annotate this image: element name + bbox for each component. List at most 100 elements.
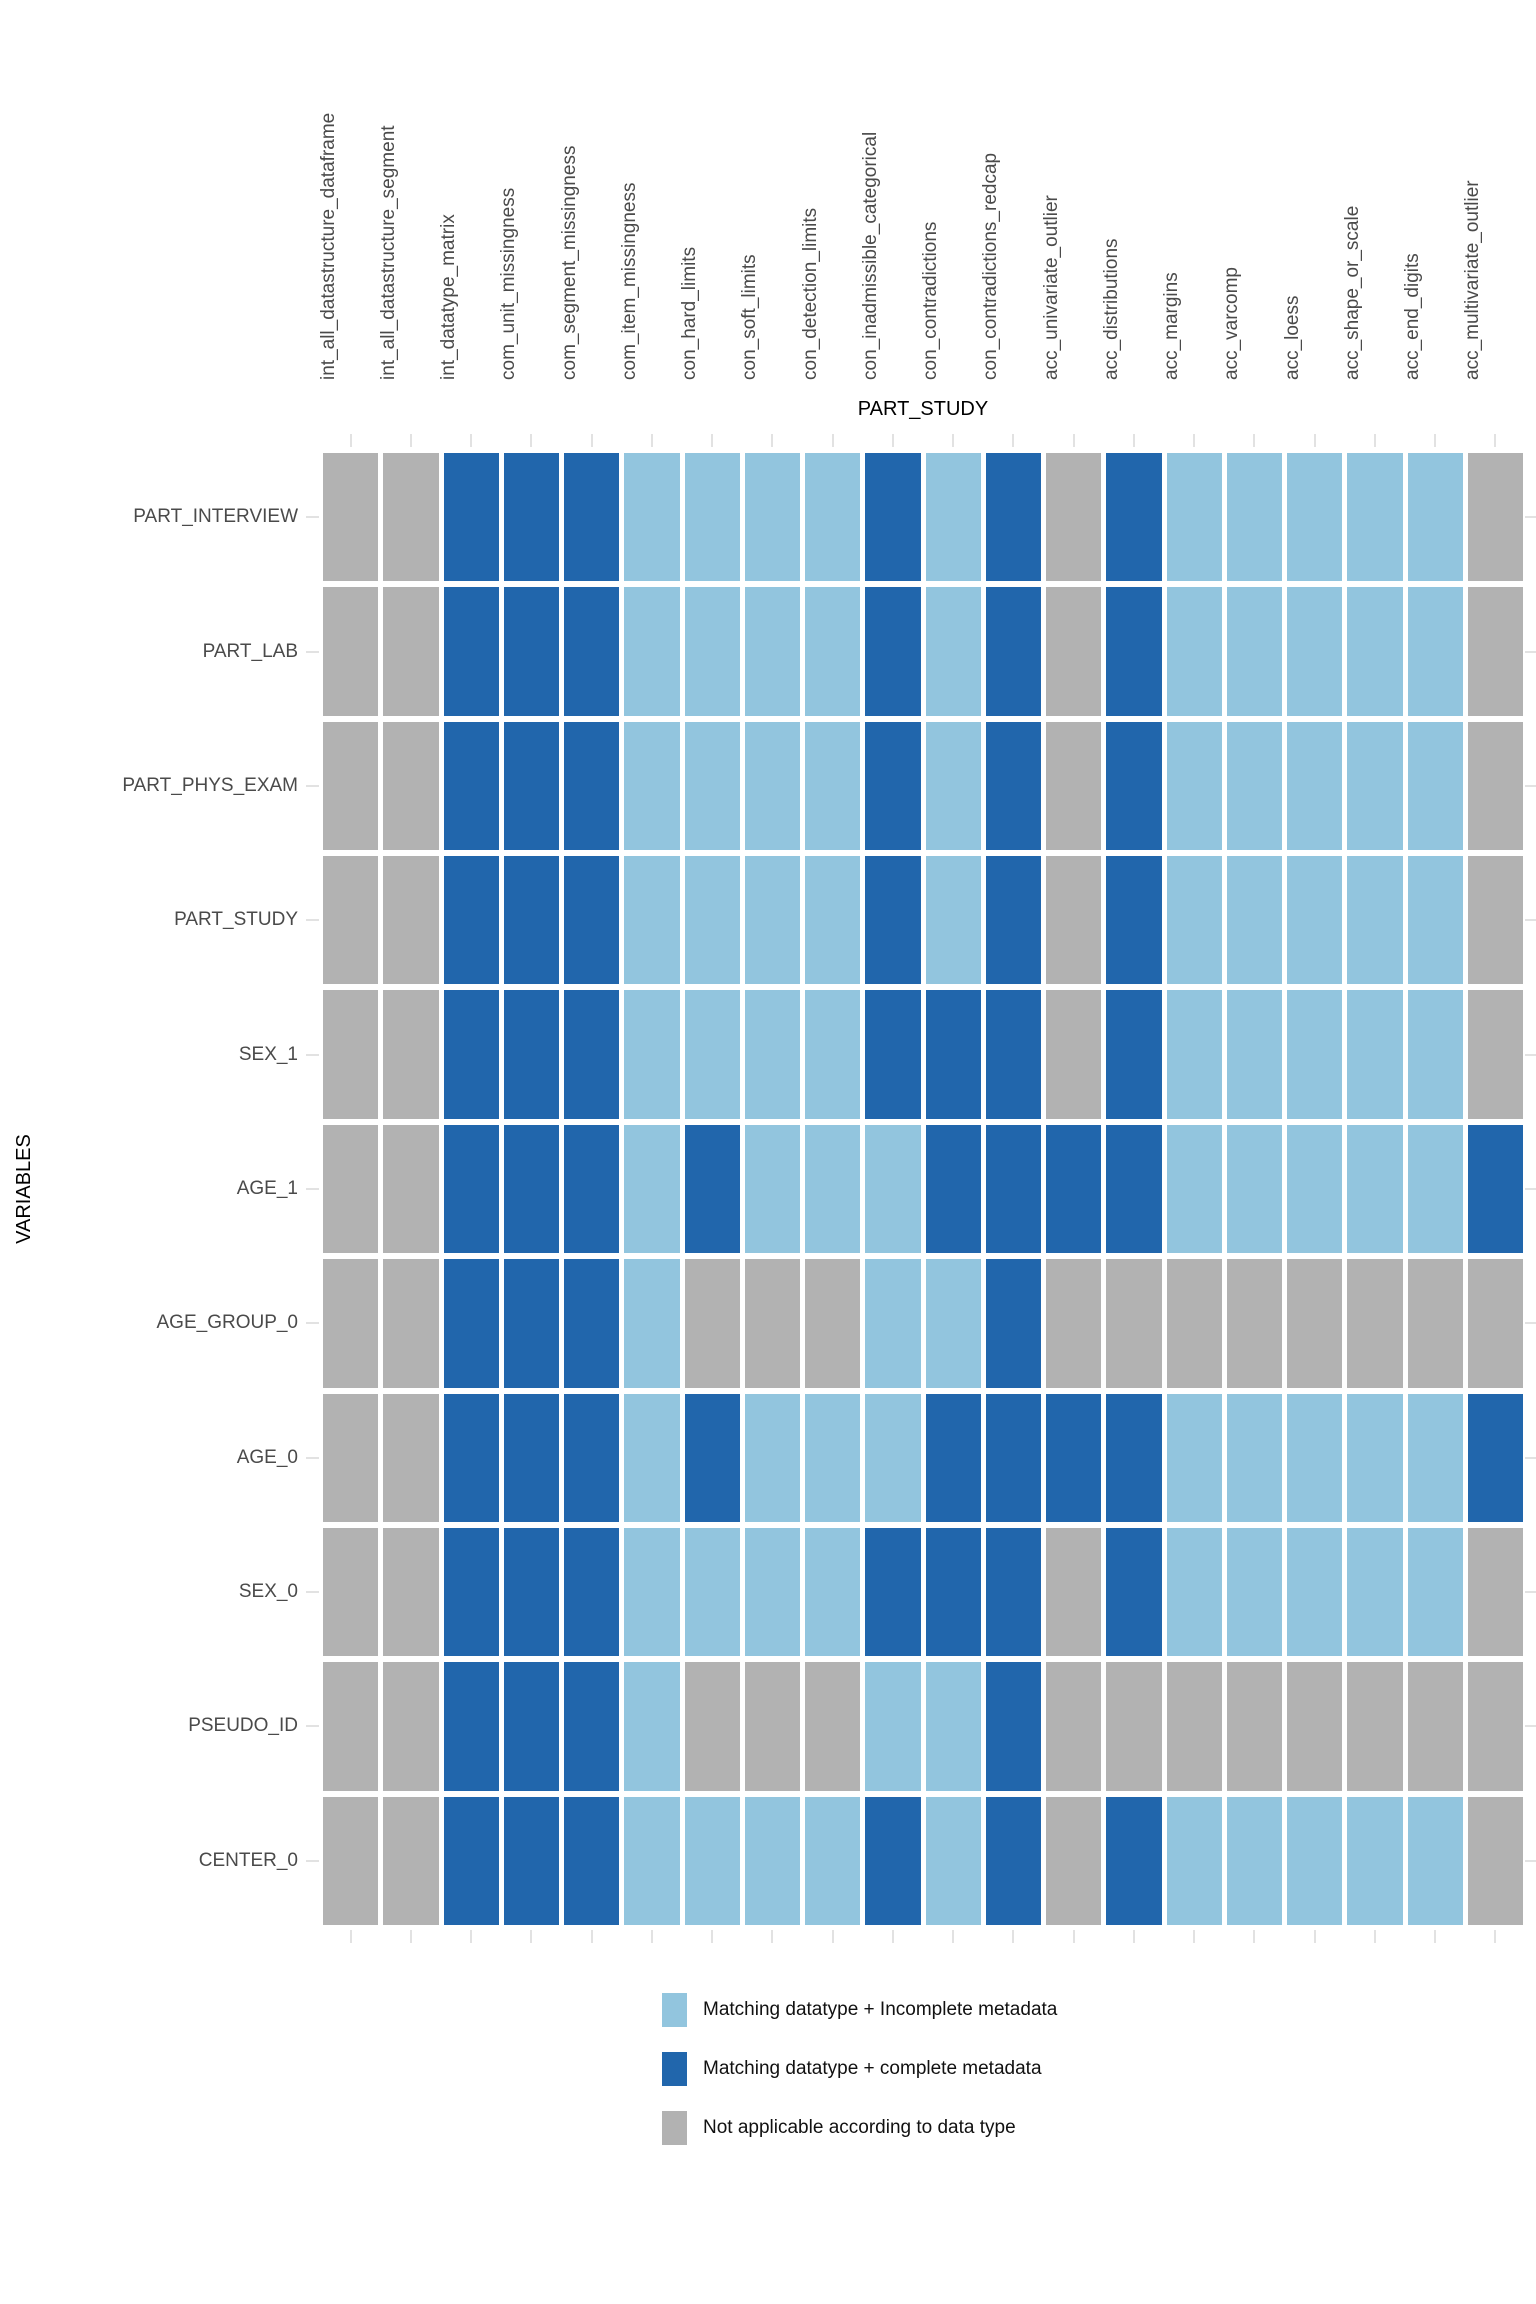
heatmap-cell bbox=[1287, 990, 1343, 1119]
heatmap-cell bbox=[624, 1796, 680, 1925]
heatmap-cell bbox=[684, 856, 740, 985]
column-label: acc_distributions bbox=[1100, 238, 1122, 380]
top-axis-tick bbox=[1012, 434, 1015, 447]
top-axis-tick bbox=[831, 434, 834, 447]
heatmap-cell bbox=[684, 587, 740, 716]
bottom-axis-tick bbox=[1193, 1930, 1196, 1943]
heatmap-cell bbox=[684, 1796, 740, 1925]
bottom-axis-tick bbox=[952, 1930, 955, 1943]
bottom-axis-tick bbox=[1313, 1930, 1316, 1943]
right-axis-tick bbox=[1525, 516, 1536, 519]
heatmap-cell bbox=[1407, 587, 1463, 716]
row-label: CENTER_0 bbox=[198, 1849, 298, 1871]
heatmap-cell bbox=[443, 1393, 499, 1522]
heatmap-cell bbox=[624, 453, 680, 582]
left-axis-tick bbox=[306, 1322, 319, 1325]
heatmap-cell bbox=[744, 1662, 800, 1791]
heatmap-cell bbox=[1106, 1527, 1162, 1657]
heatmap-cell bbox=[1226, 1796, 1282, 1925]
heatmap-cell bbox=[1226, 856, 1282, 985]
heatmap-cell bbox=[564, 587, 620, 716]
heatmap-cell bbox=[624, 856, 680, 985]
heatmap-cell bbox=[1347, 1796, 1403, 1925]
heatmap-cell bbox=[1166, 1124, 1222, 1254]
left-axis-tick bbox=[306, 1591, 319, 1594]
right-axis-tick bbox=[1525, 1591, 1536, 1594]
heatmap-cell bbox=[865, 587, 921, 716]
heatmap-cell bbox=[744, 1259, 800, 1388]
heatmap-cell bbox=[985, 1393, 1041, 1522]
heatmap-cell bbox=[1046, 453, 1102, 582]
heatmap-cell bbox=[1347, 453, 1403, 582]
heatmap-cell bbox=[744, 587, 800, 716]
heatmap-cell bbox=[744, 453, 800, 582]
heatmap-cell bbox=[805, 1393, 861, 1522]
heatmap-cell bbox=[1046, 1124, 1102, 1254]
heatmap-cell bbox=[1467, 1662, 1523, 1791]
right-axis-tick bbox=[1525, 1456, 1536, 1459]
x-axis-title: PART_STUDY bbox=[857, 398, 989, 420]
heatmap-cell bbox=[744, 856, 800, 985]
heatmap-cell bbox=[1287, 1259, 1343, 1388]
heatmap-cell bbox=[564, 1527, 620, 1657]
heatmap-cell bbox=[985, 856, 1041, 985]
legend-item: Matching datatype + Incomplete metadata bbox=[662, 1993, 1057, 2027]
heatmap-cell bbox=[1407, 1527, 1463, 1657]
row-label: SEX_0 bbox=[238, 1581, 298, 1603]
heatmap-cell bbox=[1347, 1393, 1403, 1522]
heatmap-cell bbox=[323, 1796, 379, 1925]
bottom-axis-tick bbox=[831, 1930, 834, 1943]
heatmap-cell bbox=[1347, 587, 1403, 716]
bottom-axis-tick bbox=[1132, 1930, 1135, 1943]
heatmap-cell bbox=[805, 721, 861, 851]
heatmap-cell bbox=[925, 1259, 981, 1388]
heatmap-cell bbox=[1226, 1259, 1282, 1388]
column-label: acc_univariate_outlier bbox=[1040, 195, 1062, 380]
heatmap-cell bbox=[985, 1796, 1041, 1925]
left-axis-tick bbox=[306, 650, 319, 653]
heatmap-cell bbox=[1467, 1796, 1523, 1925]
column-label: con_hard_limits bbox=[679, 246, 701, 380]
column-label: acc_shape_or_scale bbox=[1341, 205, 1363, 380]
heatmap-cell bbox=[383, 990, 439, 1119]
top-axis-tick bbox=[1494, 434, 1497, 447]
heatmap-cell bbox=[1467, 721, 1523, 851]
heatmap-cell bbox=[1166, 721, 1222, 851]
row-label: PART_STUDY bbox=[174, 909, 298, 931]
right-axis-tick bbox=[1525, 1725, 1536, 1728]
heatmap-cell bbox=[564, 856, 620, 985]
heatmap-cell bbox=[865, 1393, 921, 1522]
heatmap-cell bbox=[443, 1527, 499, 1657]
heatmap-cell bbox=[323, 1124, 379, 1254]
heatmap-cell bbox=[684, 1124, 740, 1254]
column-label: acc_loess bbox=[1281, 295, 1303, 381]
heatmap-cell bbox=[985, 587, 1041, 716]
heatmap-cell bbox=[503, 856, 559, 985]
heatmap-cell bbox=[805, 1124, 861, 1254]
heatmap-cell bbox=[805, 1259, 861, 1388]
heatmap-cell bbox=[1106, 1796, 1162, 1925]
heatmap-cell bbox=[443, 587, 499, 716]
heatmap-cell bbox=[684, 1393, 740, 1522]
top-axis-tick bbox=[1373, 434, 1376, 447]
heatmap-cell bbox=[805, 587, 861, 716]
heatmap-cell bbox=[1226, 1662, 1282, 1791]
heatmap-cell bbox=[1347, 721, 1403, 851]
row-label: AGE_GROUP_0 bbox=[156, 1312, 299, 1334]
heatmap-cell bbox=[503, 1124, 559, 1254]
row-label: PART_INTERVIEW bbox=[133, 506, 298, 528]
heatmap-cell bbox=[443, 453, 499, 582]
heatmap-cell bbox=[383, 721, 439, 851]
heatmap-cell bbox=[805, 1796, 861, 1925]
heatmap-cell bbox=[985, 1124, 1041, 1254]
heatmap-cell bbox=[1287, 453, 1343, 582]
bottom-axis-tick bbox=[590, 1930, 593, 1943]
legend-swatch bbox=[662, 2052, 687, 2086]
heatmap-cell bbox=[805, 1527, 861, 1657]
heatmap-cell bbox=[1106, 721, 1162, 851]
heatmap-cell bbox=[925, 1124, 981, 1254]
heatmap-cell bbox=[1287, 1393, 1343, 1522]
heatmap-cell bbox=[1287, 1796, 1343, 1925]
heatmap-cell bbox=[323, 721, 379, 851]
legend-item: Matching datatype + complete metadata bbox=[662, 2052, 1057, 2086]
